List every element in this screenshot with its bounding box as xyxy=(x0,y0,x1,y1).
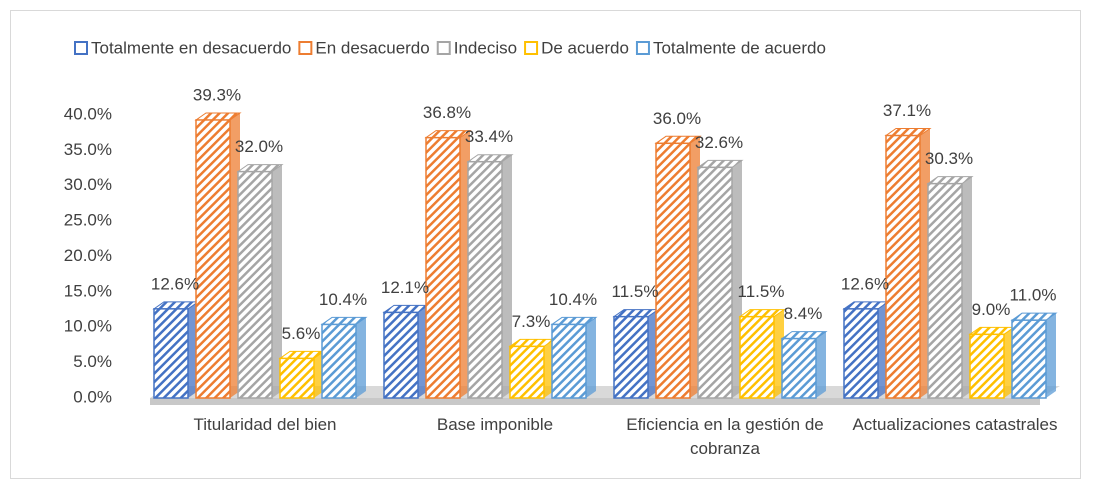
bar xyxy=(195,119,231,399)
value-label: 5.6% xyxy=(282,324,321,343)
y-tick-label: 40.0% xyxy=(64,104,112,123)
bar-group xyxy=(508,338,556,399)
y-tick-label: 25.0% xyxy=(64,211,112,230)
bar xyxy=(739,315,775,399)
bar xyxy=(237,170,273,399)
value-label: 39.3% xyxy=(193,85,241,104)
value-label: 11.5% xyxy=(612,282,659,301)
bar-group xyxy=(654,135,702,399)
bar xyxy=(321,323,357,399)
bar xyxy=(927,182,963,399)
bar-group xyxy=(968,326,1016,399)
y-tick-label: 35.0% xyxy=(64,140,112,159)
bar-group xyxy=(320,316,368,399)
bar xyxy=(551,323,587,399)
y-tick-label: 30.0% xyxy=(64,175,112,194)
value-label: 11.5% xyxy=(738,282,785,301)
bar-group xyxy=(696,159,744,399)
bar-group xyxy=(278,350,326,399)
y-tick-label: 0.0% xyxy=(73,387,112,406)
value-label: 32.6% xyxy=(695,133,743,152)
bar-side xyxy=(272,164,282,398)
floor-edge xyxy=(150,398,1040,405)
legend-swatch xyxy=(74,41,88,55)
value-label: 7.3% xyxy=(512,312,551,331)
value-label: 8.4% xyxy=(784,304,823,323)
value-label: 36.8% xyxy=(423,103,471,122)
y-tick-label: 5.0% xyxy=(73,352,112,371)
bar-group xyxy=(842,301,890,399)
x-tick-label: Eficiencia en la gestión de cobranza xyxy=(626,415,824,458)
bar xyxy=(383,311,419,399)
bar xyxy=(425,136,461,399)
value-label: 9.0% xyxy=(972,300,1011,319)
bar-side xyxy=(586,317,596,398)
bar-side xyxy=(356,317,366,398)
value-label: 12.6% xyxy=(151,274,199,293)
bar xyxy=(885,134,921,399)
legend-label: Totalmente de acuerdo xyxy=(653,38,826,57)
legend-label: Indeciso xyxy=(454,38,517,57)
legend-swatch xyxy=(524,41,539,55)
value-label: 12.1% xyxy=(381,278,429,297)
chart-border xyxy=(10,10,1081,479)
bar xyxy=(153,308,189,399)
bar xyxy=(697,166,733,399)
bar xyxy=(969,333,1005,399)
bar-group xyxy=(550,316,598,399)
value-label: 32.0% xyxy=(235,137,283,156)
value-label: 10.4% xyxy=(549,290,597,309)
x-tick-label: Titularidad del bien xyxy=(193,415,337,434)
floor xyxy=(150,386,1060,398)
bar xyxy=(655,142,691,399)
bar-group xyxy=(424,130,472,399)
x-tick-label: Actualizaciones catastrales xyxy=(852,415,1058,434)
y-tick-label: 15.0% xyxy=(64,281,112,300)
bar-group xyxy=(152,301,200,399)
x-tick-label: Base imponible xyxy=(436,415,554,434)
bar-side xyxy=(1046,313,1056,398)
bar-group xyxy=(738,309,786,399)
bar-group xyxy=(612,309,660,399)
bar-side xyxy=(502,154,512,398)
bar xyxy=(613,315,649,399)
value-label: 37.1% xyxy=(883,101,931,120)
legend-swatch xyxy=(298,41,313,55)
value-label: 11.0% xyxy=(1010,286,1057,305)
bar-side xyxy=(816,331,826,398)
value-label: 12.6% xyxy=(841,274,889,293)
bar xyxy=(843,308,879,399)
legend-label: De acuerdo xyxy=(541,38,629,57)
bar-group xyxy=(194,112,242,399)
bar-group xyxy=(926,176,974,399)
bar-group xyxy=(236,164,284,399)
bar xyxy=(279,357,315,399)
value-label: 33.4% xyxy=(465,127,513,146)
bar-group xyxy=(382,304,430,399)
bar xyxy=(781,337,817,399)
value-label: 10.4% xyxy=(319,290,367,309)
bar-group xyxy=(780,331,828,399)
y-tick-label: 20.0% xyxy=(64,246,112,265)
legend-label: En desacuerdo xyxy=(315,38,429,57)
legend-swatch xyxy=(436,41,451,55)
bar-group xyxy=(466,154,514,399)
value-label: 36.0% xyxy=(653,109,701,128)
y-tick-label: 10.0% xyxy=(64,317,112,336)
bar xyxy=(1011,319,1047,399)
value-label: 30.3% xyxy=(925,149,973,168)
bar-group xyxy=(884,128,932,399)
bar-group xyxy=(1010,312,1058,399)
bar xyxy=(467,160,503,399)
legend-swatch xyxy=(635,41,650,55)
legend-label: Totalmente en desacuerdo xyxy=(91,38,291,57)
bar xyxy=(509,345,545,399)
